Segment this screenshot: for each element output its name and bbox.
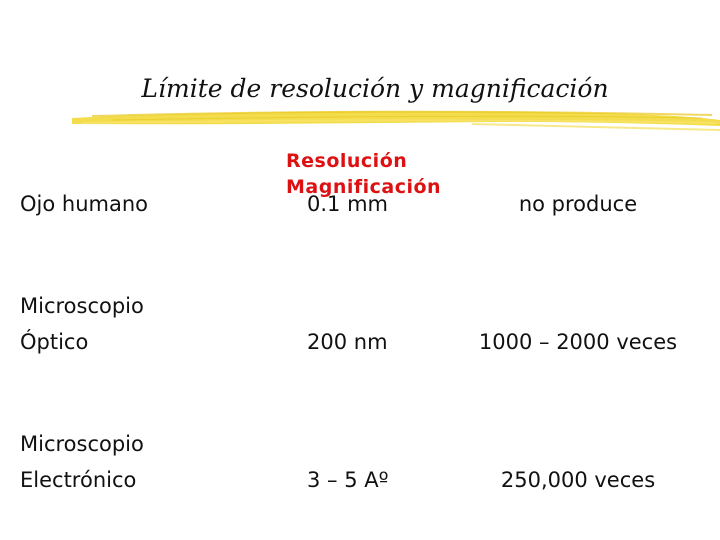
- row-2-label-line2: Óptico: [20, 330, 89, 354]
- row-3-label-line2: Electrónico: [20, 468, 137, 492]
- row-3-magnification: 250,000 veces: [500, 468, 656, 492]
- header-magnification: Magnificación: [286, 176, 442, 198]
- slide-title: Límite de resolución y magnificación: [141, 74, 609, 103]
- row-1-resolution: 0.1 mm: [307, 192, 388, 216]
- row-1-label: Ojo humano: [20, 192, 148, 216]
- row-1-magnification: no produce: [518, 192, 638, 216]
- title-underline-brushstroke: [72, 110, 720, 131]
- row-2-resolution: 200 nm: [307, 330, 388, 354]
- row-2-magnification: 1000 – 2000 veces: [478, 330, 678, 354]
- row-2-label-line1: Microscopio: [20, 294, 144, 318]
- header-resolution: Resolución: [286, 150, 408, 172]
- row-3-resolution: 3 – 5 Aº: [307, 468, 389, 492]
- table-header: Resolución Magnificación: [286, 148, 441, 200]
- row-3-label-line1: Microscopio: [20, 432, 144, 456]
